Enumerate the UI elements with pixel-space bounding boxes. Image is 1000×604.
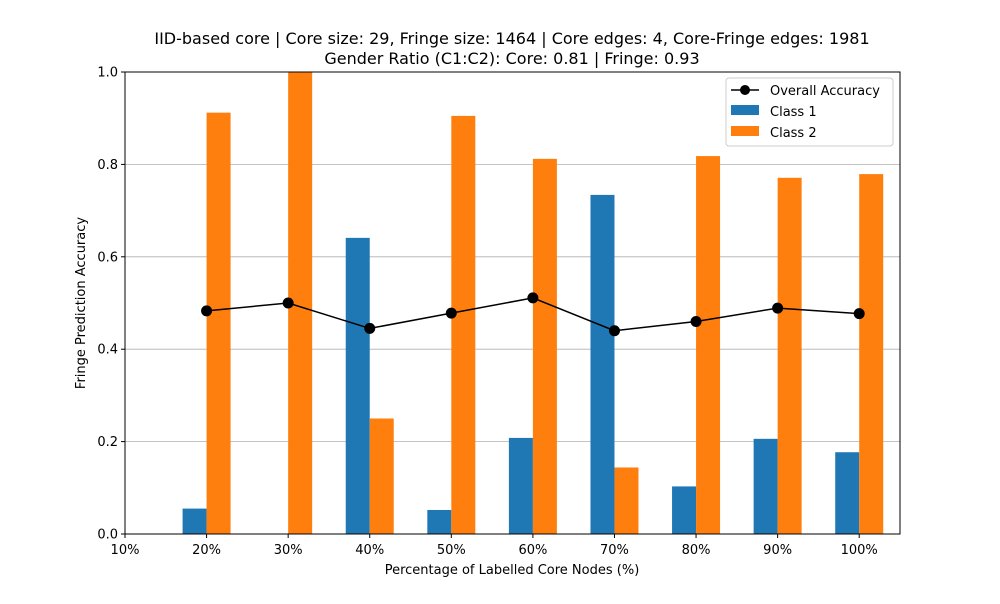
bar-class-2 xyxy=(369,418,394,534)
x-tick-label: 70% xyxy=(600,543,629,558)
x-axis-ticks: 10% 20% 30% 40% 50% 60% 70% 80% 90% 100% xyxy=(111,534,878,558)
chart-title: IID-based core | Core size: 29, Fringe s… xyxy=(154,29,869,48)
plot-frame xyxy=(124,71,901,535)
x-tick-label: 50% xyxy=(437,543,466,558)
bar-class-1 xyxy=(835,452,860,534)
legend-line-dot xyxy=(740,85,750,95)
legend-swatch-class2 xyxy=(731,126,759,136)
y-axis-ticks: 0.0 0.2 0.4 0.6 0.8 1.0 xyxy=(97,66,125,543)
overall-accuracy-point xyxy=(364,322,376,334)
bar-class-2 xyxy=(532,158,557,534)
bar-class-1 xyxy=(182,508,207,534)
overall-accuracy-point xyxy=(608,325,620,337)
bar-class-2 xyxy=(451,115,476,534)
bar-class-1 xyxy=(345,237,370,534)
y-tick-label: 0.2 xyxy=(97,435,118,450)
legend-swatch-class1 xyxy=(731,105,759,115)
x-tick-label: 60% xyxy=(518,543,547,558)
x-tick-label: 80% xyxy=(682,543,711,558)
bar-class-1 xyxy=(753,438,778,534)
bars xyxy=(182,72,884,535)
overall-accuracy-point xyxy=(772,302,784,314)
bar-class-1 xyxy=(427,509,452,534)
bar-class-2 xyxy=(614,467,639,534)
y-tick-label: 0.4 xyxy=(97,343,118,358)
bar-class-2 xyxy=(777,177,802,534)
overall-accuracy-point xyxy=(527,292,539,304)
y-tick-label: 0.8 xyxy=(97,158,118,173)
x-axis-label: Percentage of Labelled Core Nodes (%) xyxy=(385,563,640,578)
y-tick-label: 0.6 xyxy=(97,250,118,265)
x-tick-label: 100% xyxy=(841,543,878,558)
overall-accuracy-point xyxy=(690,315,702,327)
legend-label-overall: Overall Accuracy xyxy=(770,84,880,99)
legend-label-class2: Class 2 xyxy=(770,126,817,141)
chart-subtitle: Gender Ratio (C1:C2): Core: 0.81 | Fring… xyxy=(324,49,699,68)
x-tick-label: 90% xyxy=(763,543,792,558)
overall-accuracy-point xyxy=(853,308,865,320)
x-tick-label: 30% xyxy=(274,543,303,558)
legend-box xyxy=(725,77,894,147)
legend: Overall Accuracy Class 1 Class 2 xyxy=(725,77,894,147)
x-tick-label: 10% xyxy=(111,543,140,558)
x-tick-label: 40% xyxy=(355,543,384,558)
bar-class-2 xyxy=(696,156,721,535)
bar-class-1 xyxy=(508,437,533,534)
bar-class-2 xyxy=(859,174,884,535)
bar-class-1 xyxy=(672,486,697,534)
overall-accuracy-point xyxy=(201,305,213,317)
overall-accuracy-line xyxy=(201,292,865,337)
y-tick-label: 0.0 xyxy=(97,528,118,543)
y-tick-label: 1.0 xyxy=(97,66,118,81)
legend-label-class1: Class 1 xyxy=(770,105,817,120)
bar-class-1 xyxy=(590,194,615,534)
bar-class-2 xyxy=(206,112,231,534)
y-axis-label: Fringe Prediction Accuracy xyxy=(74,217,89,389)
overall-accuracy-point xyxy=(445,307,457,319)
x-tick-label: 20% xyxy=(192,543,221,558)
overall-accuracy-point xyxy=(282,297,294,309)
